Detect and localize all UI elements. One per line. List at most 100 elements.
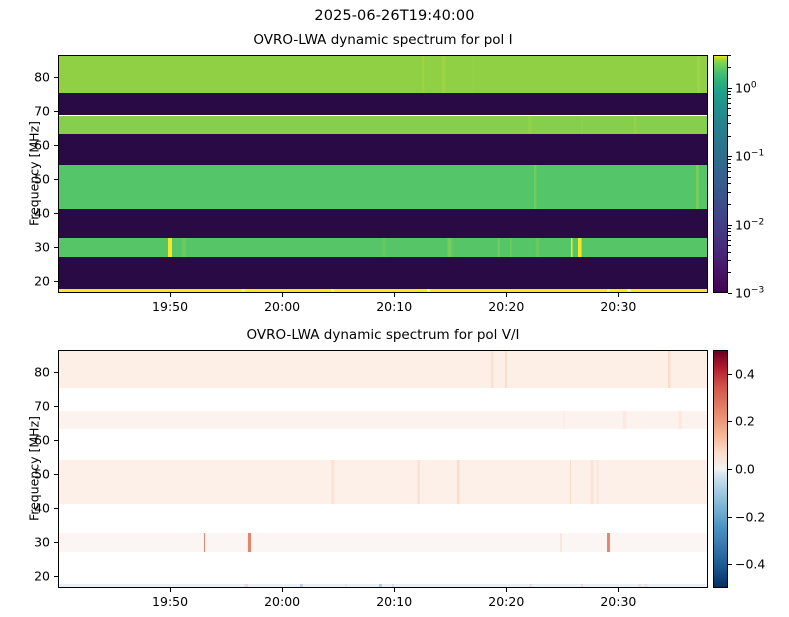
colorbar-minor-tick [728,102,731,104]
rfi-streaks [59,237,707,257]
y-tick-label: 80 [34,69,50,85]
colorbar-tick-label: −0.2 [735,509,766,525]
y-tick-label: 40 [34,500,50,516]
colorbar-minor-tick [728,98,731,100]
y-tick-mark [54,77,58,79]
x-tick-label: 20:10 [376,594,413,609]
colorbar-minor-tick [728,203,731,205]
colorbar-tick-mark [728,156,732,158]
colorbar-tick-label: 100 [735,80,757,96]
frequency-band [59,288,707,292]
colorbar-minor-tick [728,260,731,262]
colorbar-minor-tick [728,90,731,92]
y-tick-label: 30 [34,534,50,550]
band-edge-line [59,291,707,292]
rfi-streaks [59,115,707,135]
colorbar-tick-label: 0.4 [735,366,755,382]
colorbar-minor-tick [728,235,731,237]
colorbar-minor-tick [728,108,731,110]
y-tick-mark [54,440,58,442]
rfi-streaks [59,583,707,587]
colorbar-minor-tick [728,171,731,173]
x-tick-mark [394,588,396,592]
colorbar-tick-label: 10−2 [735,216,765,233]
colorbar-minor-tick [728,94,731,96]
frequency-band [59,351,707,389]
frequency-band [59,504,707,533]
y-tick-mark [54,213,58,215]
y-tick-label: 20 [34,273,50,289]
x-tick-mark [618,588,620,592]
spectrogram-pol-vi[interactable] [58,350,708,588]
frequency-band [59,410,707,430]
colorbar-intensity[interactable] [713,55,728,293]
y-tick-mark [54,111,58,113]
x-tick-label: 20:30 [600,299,637,314]
x-tick-mark [618,293,620,297]
colorbar-minor-tick [728,114,731,116]
y-tick-label: 20 [34,568,50,584]
colorbar-tick-mark [728,293,732,294]
frequency-band [59,256,707,289]
rfi-streaks [59,351,707,389]
colorbar-tick-mark [728,87,732,89]
x-tick-mark [506,588,508,592]
colorbar-vi[interactable] [713,350,728,588]
colorbar-minor-tick [728,183,731,185]
y-tick-mark [54,281,58,283]
y-tick-mark [54,406,58,408]
y-tick-label: 40 [34,205,50,221]
y-tick-mark [54,542,58,544]
x-tick-label: 20:00 [264,299,301,314]
colorbar-minor-tick [728,227,731,229]
y-tick-label: 50 [34,171,50,187]
rfi-streaks [59,288,707,292]
frequency-band [59,459,707,504]
figure-suptitle: 2025-06-26T19:40:00 [314,8,475,24]
x-tick-label: 20:10 [376,299,413,314]
frequency-band [59,134,707,165]
x-tick-label: 19:50 [152,299,189,314]
frequency-band [59,583,707,587]
y-tick-mark [54,576,58,578]
colorbar-tick-label: 10−3 [735,285,765,301]
x-tick-mark [170,588,172,592]
rfi-streaks [59,56,707,94]
x-tick-label: 20:00 [264,594,301,609]
frequency-band [59,115,707,135]
colorbar-minor-tick [728,251,731,253]
colorbar-tick-mark [728,469,732,470]
y-tick-mark [54,145,58,147]
frequency-band [59,532,707,552]
panel-title-pol-vi: OVRO-LWA dynamic spectrum for pol V/I [246,327,520,343]
frequency-band [59,56,707,94]
x-tick-label: 20:30 [600,594,637,609]
x-tick-label: 20:20 [488,594,525,609]
y-tick-mark [54,508,58,510]
rfi-streaks [59,532,707,552]
colorbar-tick-label: −0.4 [735,556,766,572]
x-tick-mark [170,293,172,297]
colorbar-minor-tick [728,123,731,125]
frequency-band [59,429,707,460]
colorbar-minor-tick [728,231,731,233]
colorbar-minor-tick [728,176,731,178]
colorbar-minor-tick [728,67,731,69]
colorbar-tick-mark [728,224,732,226]
frequency-band [59,164,707,209]
colorbar-minor-tick [728,166,731,168]
y-tick-label: 60 [34,432,50,448]
frequency-band [59,237,707,257]
rfi-streaks [59,459,707,504]
colorbar-tick-label: 10−1 [735,148,765,164]
rfi-streaks [59,164,707,209]
colorbar-tick-mark [728,421,732,423]
spectrogram-pol-i[interactable] [58,55,708,293]
panel-title-pol-i: OVRO-LWA dynamic spectrum for pol I [253,32,513,48]
frequency-band [59,388,707,411]
colorbar-tick-label: 0.0 [735,461,755,477]
colorbar-minor-tick [728,239,731,241]
y-tick-mark [54,372,58,374]
y-tick-label: 60 [34,137,50,153]
